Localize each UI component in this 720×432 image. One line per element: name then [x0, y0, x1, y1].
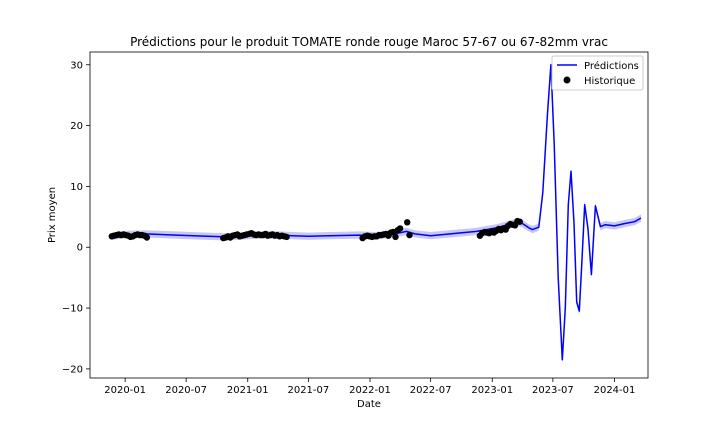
history-point — [143, 234, 151, 241]
x-tick-label: 2020-01 — [104, 385, 146, 396]
history-point — [404, 219, 411, 226]
x-axis-label: Date — [357, 399, 381, 410]
x-tick-label: 2021-01 — [227, 385, 269, 396]
axes: 2020-01 2020-07 2021-01 2021-07 2022-01 2022-… — [62, 51, 649, 396]
history-point — [392, 233, 399, 241]
legend-marker-swatch — [563, 76, 571, 84]
x-tick-label: 2022-01 — [349, 385, 391, 396]
x-tick-label: 2021-07 — [287, 385, 329, 396]
history-point — [406, 231, 413, 239]
y-tick-label: −10 — [62, 304, 83, 315]
axes-frame — [89, 51, 649, 379]
x-tick-label: 2022-07 — [410, 385, 452, 396]
y-tick-label: 20 — [70, 121, 83, 132]
plot-area — [108, 61, 642, 364]
x-tick-label: 2023-07 — [532, 385, 574, 396]
y-tick-label: −20 — [62, 364, 83, 375]
history-point — [516, 218, 523, 225]
y-tick-label: 10 — [70, 182, 83, 193]
chart-title: Prédictions pour le produit TOMATE ronde… — [130, 35, 608, 49]
prediction-line — [111, 64, 642, 361]
history-point — [283, 233, 290, 241]
history-point — [396, 225, 404, 232]
y-tick-label: 30 — [70, 60, 83, 71]
legend-label-history: Historique — [584, 76, 635, 87]
y-tick-label: 0 — [77, 243, 83, 254]
x-tick-label: 2020-07 — [165, 385, 207, 396]
x-tick-label: 2024-01 — [594, 385, 636, 396]
legend-label-predictions: Prédictions — [584, 60, 639, 72]
legend: Prédictions Historique — [551, 55, 644, 91]
x-tick-label: 2023-01 — [471, 385, 513, 396]
y-axis-label: Prix moyen — [47, 187, 58, 243]
